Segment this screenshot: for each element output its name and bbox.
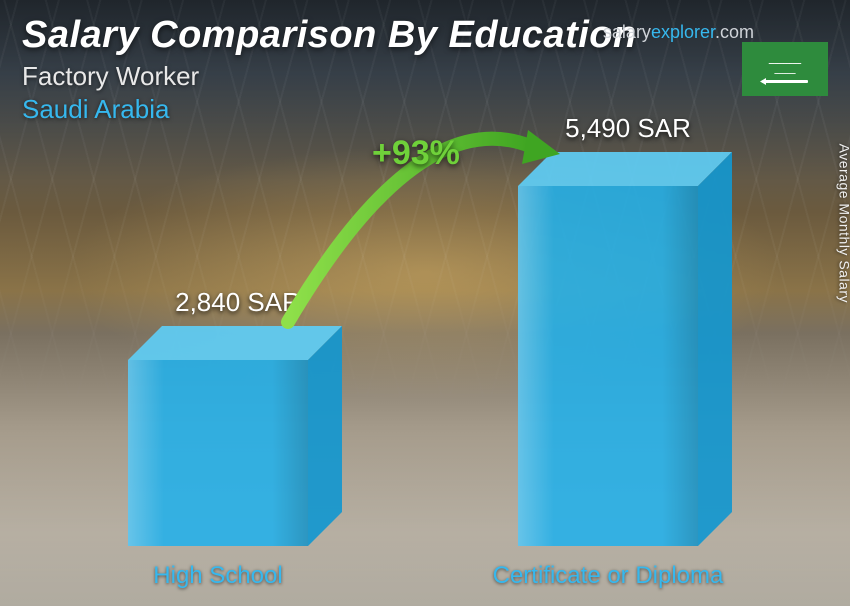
source-tld: .com bbox=[715, 22, 754, 42]
percent-increase-badge: +93% bbox=[372, 134, 460, 173]
country-name: Saudi Arabia bbox=[22, 94, 828, 125]
job-title: Factory Worker bbox=[22, 61, 828, 92]
svg-text:ــــــــ: ــــــــ bbox=[773, 66, 795, 76]
source-suffix: explorer bbox=[651, 22, 715, 42]
saudi-arabia-flag-icon: ـــــــــــ ــــــــ bbox=[742, 42, 828, 96]
salary-comparison-infographic: Salary Comparison By Education Factory W… bbox=[0, 0, 850, 606]
source-attribution: salaryexplorer.com bbox=[603, 22, 754, 43]
source-prefix: salary bbox=[603, 22, 651, 42]
y-axis-label: Average Monthly Salary bbox=[836, 144, 850, 303]
